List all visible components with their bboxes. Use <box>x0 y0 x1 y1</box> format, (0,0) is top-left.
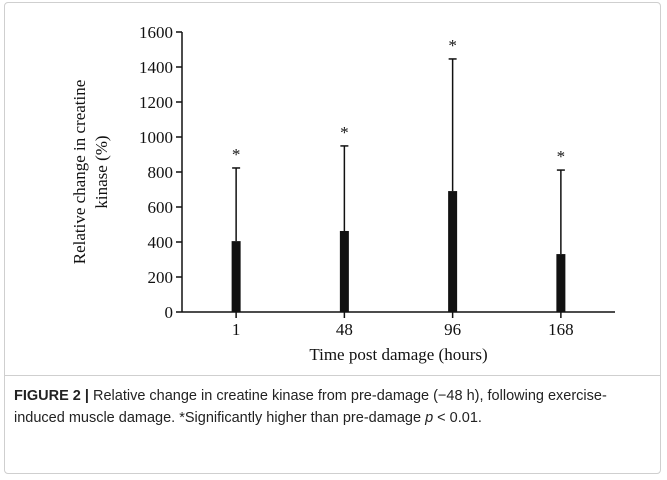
x-tick-label: 96 <box>444 320 461 339</box>
caption: FIGURE 2 | Relative change in creatine k… <box>14 385 654 429</box>
bar <box>231 241 241 312</box>
annotation: * <box>340 123 349 142</box>
annotation: * <box>232 145 241 164</box>
bar <box>556 254 566 312</box>
bar <box>339 230 349 312</box>
y-axis-label: Relative change in creatine <box>70 80 89 265</box>
caption-text: p <box>425 410 434 426</box>
y-tick-label: 400 <box>148 233 174 252</box>
y-axis-label: kinase (%) <box>92 135 111 208</box>
caption-text: < 0.01. <box>433 410 482 426</box>
y-tick-label: 1600 <box>139 23 173 42</box>
figure-frame <box>4 2 661 474</box>
annotation: * <box>557 147 566 166</box>
y-tick-label: 800 <box>148 163 174 182</box>
y-tick-label: 1000 <box>139 128 173 147</box>
x-axis-label: Time post damage (hours) <box>309 345 487 364</box>
y-tick-label: 0 <box>165 303 174 322</box>
chart: 0 200 400 600 800 1000 1200 1400 1600 Relative ch… <box>70 23 615 364</box>
x-tick-label: 1 <box>232 320 241 339</box>
x-tick-label: 48 <box>336 320 353 339</box>
caption-text: Relative change in creatine kinase from … <box>14 388 607 426</box>
annotation: * <box>448 36 457 55</box>
caption-label: FIGURE 2 | <box>14 388 89 404</box>
separator <box>5 375 660 376</box>
bar <box>448 191 458 312</box>
y-tick-label: 1400 <box>139 58 173 77</box>
x-tick-label: 168 <box>548 320 574 339</box>
y-tick-label: 200 <box>148 268 174 287</box>
y-tick-label: 1200 <box>139 93 173 112</box>
y-tick-label: 600 <box>148 198 174 217</box>
